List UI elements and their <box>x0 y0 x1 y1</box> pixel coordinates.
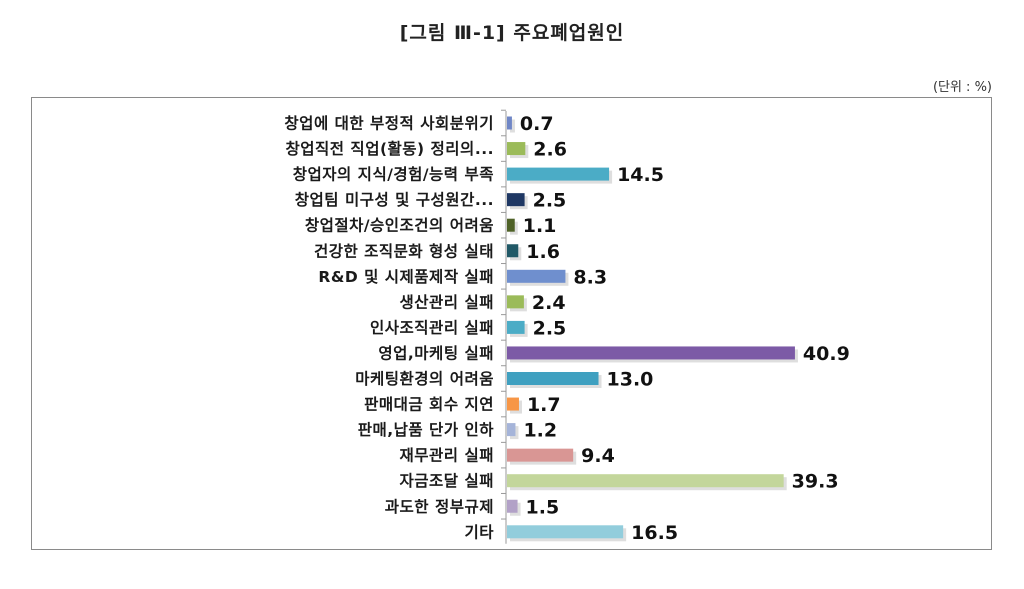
value-label: 14.5 <box>617 164 664 186</box>
bar <box>507 423 516 437</box>
category-label: 재무관리 실패 <box>400 446 494 465</box>
value-label: 13.0 <box>607 369 654 391</box>
category-label: R&D 및 시제품제작 실패 <box>318 267 494 286</box>
value-label: 2.4 <box>532 292 566 314</box>
value-label: 9.4 <box>581 445 615 467</box>
bar <box>507 320 525 334</box>
category-label: 기타 <box>464 523 494 541</box>
value-label: 2.6 <box>533 139 567 161</box>
bar <box>507 372 599 385</box>
bar <box>507 525 624 539</box>
value-label: 16.5 <box>631 522 678 544</box>
value-label: 8.3 <box>573 266 607 288</box>
chart-title: [그림 Ⅲ-1] 주요폐업원인 <box>399 22 625 44</box>
category-label: 생산관리 실패 <box>400 292 494 311</box>
value-label: 39.3 <box>792 471 839 493</box>
value-label: 1.5 <box>526 496 560 518</box>
value-label: 1.7 <box>527 394 561 416</box>
value-label: 1.6 <box>526 241 560 263</box>
category-label: 창업절차/승인조건의 어려움 <box>305 216 494 235</box>
bar <box>507 499 518 513</box>
category-label: 마케팅환경의 어려움 <box>355 370 494 388</box>
category-label: 영업,마케팅 실패 <box>378 343 494 362</box>
category-label: 창업에 대한 부정적 사회분위기 <box>284 114 494 133</box>
bar <box>507 397 519 411</box>
category-label: 판매,납품 단가 인하 <box>358 421 495 439</box>
category-label: 자금조달 실패 <box>400 471 494 490</box>
bar <box>507 167 610 181</box>
bar <box>507 116 512 130</box>
bar <box>507 474 784 488</box>
value-label: 1.1 <box>523 215 557 237</box>
bar <box>507 142 526 156</box>
unit-label: (단위 : %) <box>932 80 992 95</box>
bar <box>507 193 525 207</box>
bar <box>507 295 524 309</box>
value-label: 2.5 <box>533 190 567 212</box>
category-label: 판매대금 회수 지연 <box>364 395 494 414</box>
value-label: 0.7 <box>520 113 554 135</box>
bar <box>507 346 795 360</box>
value-label: 40.9 <box>803 343 850 365</box>
bar-shadow <box>510 119 515 133</box>
category-label: 창업직전 직업(활동) 정리의... <box>286 139 495 158</box>
category-label: 창업팀 미구성 및 구성원간... <box>295 190 494 209</box>
chart-frame <box>31 97 992 550</box>
category-label: 건강한 조직문화 형성 실태 <box>314 241 494 260</box>
bar-chart: 창업에 대한 부정적 사회분위기 0.7 창업직전 직업(활동) 정리의... 2.6… <box>284 109 850 544</box>
category-label: 창업자의 지식/경험/능력 부족 <box>293 165 494 184</box>
bar <box>507 244 519 258</box>
value-label: 2.5 <box>533 317 567 339</box>
bar <box>507 218 515 232</box>
value-label: 1.2 <box>523 420 557 442</box>
bar <box>507 269 566 283</box>
category-label: 인사조직관리 실패 <box>370 318 494 337</box>
category-label: 과도한 정부규제 <box>385 497 494 516</box>
bar <box>507 448 574 462</box>
